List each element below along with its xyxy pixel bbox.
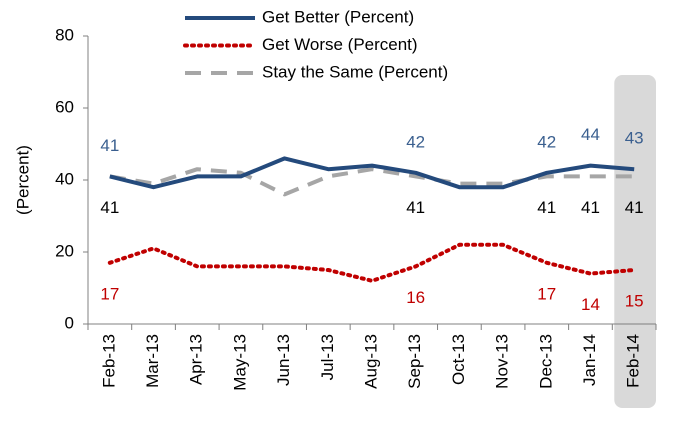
series-line — [107, 242, 637, 283]
x-tick-label: Dec-13 — [536, 334, 555, 389]
legend-label: Get Worse (Percent) — [262, 35, 418, 54]
y-axis-label: (Percent) — [13, 145, 32, 215]
data-label: 15 — [625, 291, 644, 310]
data-label: 16 — [406, 288, 425, 307]
data-label: 41 — [625, 198, 644, 217]
x-tick-label: Nov-13 — [493, 334, 512, 389]
data-label: 17 — [537, 284, 556, 303]
data-label: 42 — [537, 132, 556, 151]
y-tick-label: 60 — [55, 97, 74, 116]
x-tick-label: Jul-13 — [318, 334, 337, 380]
data-label: 44 — [581, 125, 600, 144]
x-tick-label: Sep-13 — [405, 334, 424, 389]
highlight-band — [614, 75, 656, 408]
data-label: 41 — [537, 198, 556, 217]
x-tick-label: May-13 — [230, 334, 249, 391]
legend-label: Stay the Same (Percent) — [262, 62, 448, 81]
data-label: 14 — [581, 295, 600, 314]
x-tick-label: Aug-13 — [361, 334, 380, 389]
data-label: 41 — [581, 198, 600, 217]
data-label: 41 — [100, 198, 119, 217]
y-tick-label: 20 — [55, 241, 74, 260]
y-tick-label: 80 — [55, 25, 74, 44]
y-tick-label: 0 — [65, 313, 74, 332]
data-label: 43 — [625, 129, 644, 148]
series-line — [109, 156, 635, 190]
x-tick-label: Feb-13 — [99, 334, 118, 388]
data-label: 41 — [406, 198, 425, 217]
data-label: 17 — [100, 284, 119, 303]
x-tick-label: Jan-14 — [580, 334, 599, 386]
x-tick-label: Jun-13 — [274, 334, 293, 386]
data-label: 42 — [406, 132, 425, 151]
x-tick-label: Mar-13 — [143, 334, 162, 388]
y-tick-label: 40 — [55, 169, 74, 188]
x-tick-label: Oct-13 — [449, 334, 468, 385]
x-tick-label: Apr-13 — [187, 334, 206, 385]
series-line — [109, 167, 635, 197]
data-label: 41 — [100, 136, 119, 155]
x-tick-label: Feb-14 — [624, 334, 643, 388]
legend-label: Get Better (Percent) — [262, 7, 414, 26]
